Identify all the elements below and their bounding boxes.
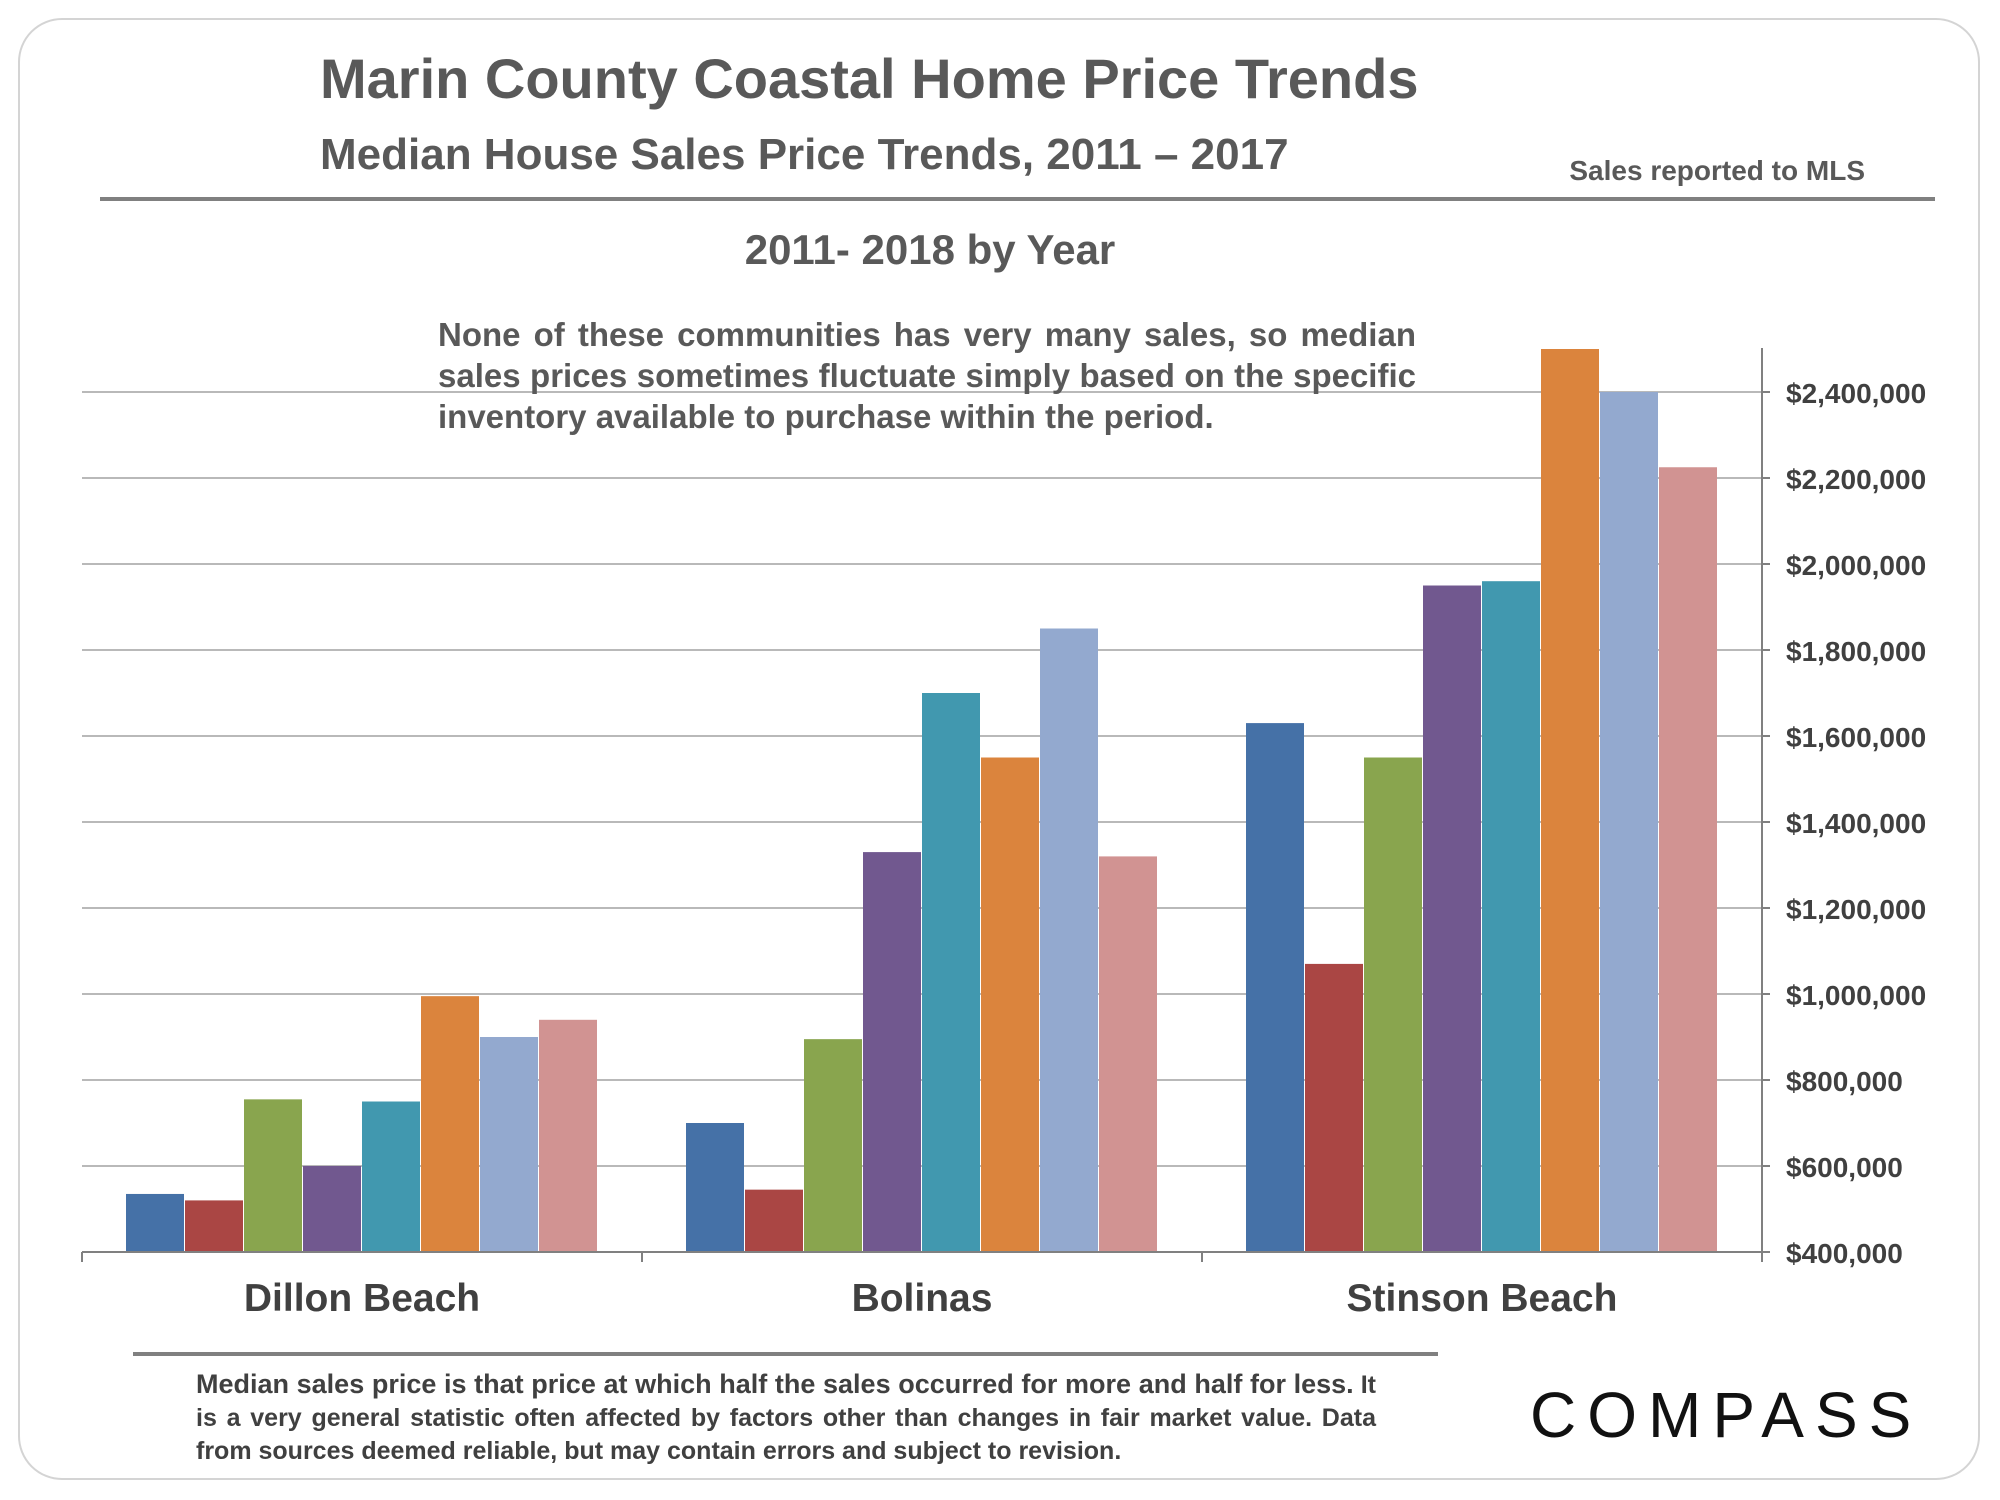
y-tick-label: $2,400,000 [1786, 378, 1926, 409]
bar-dillon-beach-2011 [126, 1193, 184, 1252]
y-tick-label: $400,000 [1786, 1238, 1903, 1269]
y-tick-label: $1,800,000 [1786, 636, 1926, 667]
bars [126, 349, 1717, 1252]
x-category-label: Bolinas [852, 1277, 993, 1320]
compass-logo: COMPASS [1530, 1379, 1923, 1451]
bar-bolinas-2011 [686, 1123, 744, 1252]
source-note: Sales reported to MLS [1569, 155, 1865, 186]
bar-dillon-beach-2017 [480, 1037, 538, 1252]
bar-dillon-beach-2014 [303, 1166, 361, 1252]
y-tick-labels: $400,000 $600,000 $800,000 $1,000,000 $1,200… [1786, 378, 1926, 1269]
y-tick-label: $600,000 [1786, 1152, 1903, 1183]
footnote-rest: It is a very general statistic often aff… [196, 1371, 1377, 1465]
y-tick-label: $800,000 [1786, 1066, 1903, 1097]
bar-dillon-beach-2012 [185, 1200, 243, 1252]
axes [81, 348, 1770, 1262]
y-tick-label: $2,000,000 [1786, 550, 1926, 581]
y-tick-label: $1,200,000 [1786, 894, 1926, 925]
bar-stinson-beach-2016 [1541, 349, 1599, 1252]
bar-bolinas-2013 [804, 1039, 862, 1252]
bar-stinson-beach-2011 [1246, 723, 1304, 1252]
bar-stinson-beach-2014 [1423, 585, 1481, 1252]
bar-stinson-beach-2017 [1600, 392, 1658, 1252]
bar-bolinas-2016 [981, 757, 1039, 1252]
bar-stinson-beach-2013 [1364, 757, 1422, 1252]
y-tick-label: $1,600,000 [1786, 722, 1926, 753]
bar-stinson-beach-2012 [1305, 963, 1363, 1252]
header-divider [100, 197, 1935, 201]
bar-stinson-beach-2015 [1482, 581, 1540, 1252]
x-category-labels: Dillon Beach Bolinas Stinson Beach [244, 1277, 1618, 1320]
bar-bolinas-2017 [1040, 628, 1098, 1252]
x-category-label: Stinson Beach [1347, 1277, 1618, 1320]
page-title: Marin County Coastal Home Price Trends [320, 47, 1419, 110]
y-tick-label: $2,200,000 [1786, 464, 1926, 495]
bar-bolinas-2012 [745, 1189, 803, 1252]
bar-dillon-beach-2016 [421, 996, 479, 1252]
y-tick-label: $1,400,000 [1786, 808, 1926, 839]
chart-title: 2011- 2018 by Year [744, 226, 1116, 273]
page-subtitle: Median House Sales Price Trends, 2011 – … [320, 130, 1289, 179]
bar-bolinas-2015 [922, 693, 980, 1252]
bar-dillon-beach-2015 [362, 1101, 420, 1252]
bar-dillon-beach-2013 [244, 1099, 302, 1252]
footnote: Median sales price is that price at whic… [196, 1368, 1376, 1468]
footer-divider [133, 1352, 1438, 1356]
bar-bolinas-2018 [1099, 856, 1157, 1252]
bar-dillon-beach-2018 [539, 1019, 597, 1252]
x-category-label: Dillon Beach [244, 1277, 480, 1320]
footnote-lead: Median sales price is that price at whic… [196, 1369, 1354, 1399]
bar-bolinas-2014 [863, 852, 921, 1252]
y-tick-label: $1,000,000 [1786, 980, 1926, 1011]
bar-stinson-beach-2018 [1659, 467, 1717, 1252]
chart-annotation: None of these communities has very many … [438, 316, 1416, 435]
